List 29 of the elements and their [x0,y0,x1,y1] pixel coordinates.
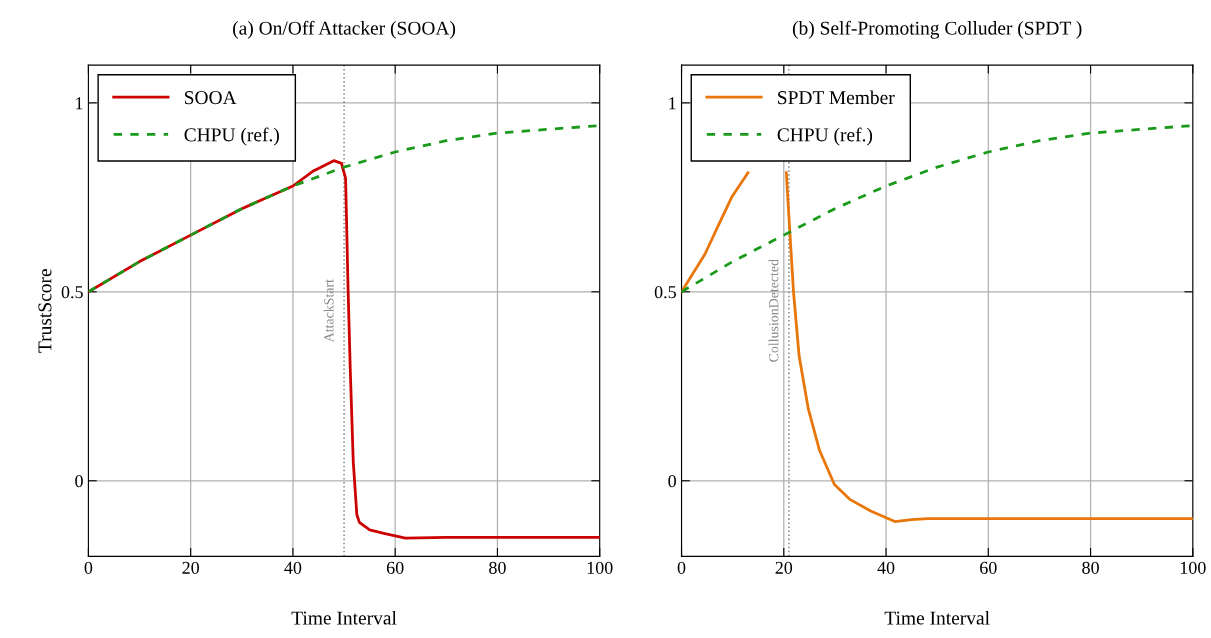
chart-title: (a) On/Off Attacker (SOOA) [233,20,456,39]
y-axis-title: TrustScore [38,269,52,353]
x-tick-label: 60 [980,561,997,574]
y-tick-label: 0 [75,475,83,488]
x-tick-label: 80 [1082,561,1099,574]
x-tick-label: 20 [775,561,793,574]
chart-title: (b) Self-Promoting Colluder (SPDT ) [792,20,1082,39]
legend-label: SPDT Member [778,90,895,105]
legend-label: SOOA [184,91,237,105]
x-axis-title: Time Interval [291,610,397,625]
x-tick-label: 40 [284,561,302,574]
legend-label: CHPU (ref.) [777,127,873,146]
x-axis-title: Time Interval [884,610,990,625]
y-tick-label: 0 [668,475,676,488]
y-tick-label: 1 [669,97,676,110]
x-tick-label: 100 [587,561,613,574]
x-tick-label: 100 [1180,561,1206,574]
ref-line-label: CollusionDetected [768,259,779,362]
legend-label: CHPU (ref.) [184,127,279,146]
y-tick-label: 0.5 [654,286,676,299]
x-tick-label: 0 [677,561,686,574]
y-tick-label: 1 [76,97,83,110]
x-tick-label: 60 [386,561,404,574]
ref-line-label: AttackStart [323,279,334,343]
x-tick-label: 40 [877,561,895,574]
y-tick-label: 0.5 [61,286,83,299]
x-tick-label: 20 [182,561,199,574]
x-tick-label: 80 [489,561,506,574]
x-tick-label: 0 [84,561,93,574]
